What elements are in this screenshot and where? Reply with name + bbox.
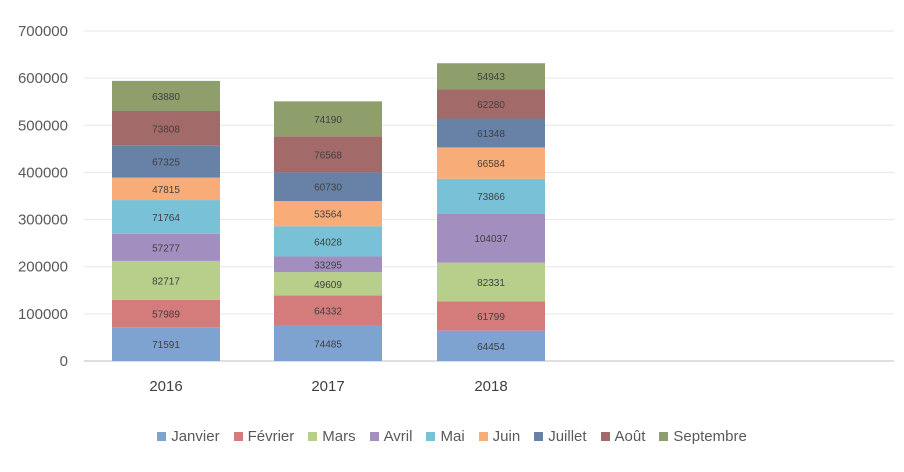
bar-segment-février-2018 [437, 301, 545, 331]
y-tick-label: 600000 [18, 70, 68, 87]
bar-segment-septembre-2016 [112, 80, 220, 112]
data-label: 57277 [152, 243, 180, 254]
data-label: 71591 [152, 340, 180, 351]
bar-segment-février-2016 [112, 299, 220, 328]
data-label: 64332 [314, 307, 342, 318]
bar-segment-juillet-2018 [437, 118, 545, 148]
legend-item-mars: Mars [308, 428, 356, 445]
legend-swatch [600, 432, 610, 441]
stacked-bar-chart: 0 100000 200000 300000 400000 500000 600000 700… [18, 23, 894, 395]
bar-segment-janvier-2018 [437, 330, 545, 361]
bar-segment-juin-2017 [274, 201, 382, 227]
bar-segment-mars-2018 [437, 262, 545, 302]
data-label: 47815 [152, 185, 180, 196]
y-tick-label: 100000 [18, 306, 68, 323]
x-tick-label: 2016 [149, 378, 182, 395]
bar-segment-juin-2018 [437, 147, 545, 179]
bar-segment-juillet-2016 [112, 145, 220, 178]
data-label: 61348 [477, 129, 505, 140]
bar-segment-juin-2016 [112, 177, 220, 201]
bar-segment-mai-2018 [437, 178, 545, 214]
bar-segment-mars-2017 [274, 272, 382, 296]
x-tick-label: 2017 [311, 378, 344, 395]
bar-segment-avril-2017 [274, 256, 382, 273]
legend-item-juillet: Juillet [534, 428, 587, 445]
legend-label: Juin [492, 428, 521, 445]
y-tick-label: 400000 [18, 164, 68, 181]
legend-swatch [534, 432, 544, 441]
bar-segment-juillet-2017 [274, 172, 382, 202]
bar-segment-janvier-2016 [112, 327, 220, 361]
data-label: 63880 [152, 92, 180, 103]
legend-swatch [426, 432, 436, 441]
legend-label: Mai [440, 428, 465, 445]
bar-segment-août-2016 [112, 111, 220, 146]
legend-swatch [369, 432, 379, 441]
data-label: 74190 [314, 115, 342, 126]
y-tick-label: 500000 [18, 117, 68, 134]
legend-label: Mars [322, 428, 356, 445]
legend-label: Juillet [548, 428, 587, 445]
data-label: 66584 [477, 159, 505, 170]
bar-segment-avril-2018 [437, 213, 545, 263]
data-label: 73866 [477, 192, 505, 203]
legend-swatch [308, 432, 318, 441]
data-label: 71764 [152, 213, 180, 224]
bar-segment-mai-2017 [274, 226, 382, 257]
y-axis: 0 100000 200000 300000 400000 500000 600000 700… [18, 23, 68, 370]
legend-swatch [659, 432, 669, 441]
legend-label: Février [247, 428, 295, 445]
data-label: 104037 [474, 234, 508, 245]
bar-segment-avril-2016 [112, 233, 220, 261]
y-tick-label: 700000 [18, 23, 68, 40]
data-label: 57989 [152, 310, 180, 321]
data-label: 67325 [152, 158, 180, 169]
y-tick-label: 300000 [18, 212, 68, 229]
legend-label: Septembre [673, 428, 747, 445]
data-label: 64454 [477, 342, 505, 353]
legend-label: Avril [383, 428, 413, 445]
bar-segment-septembre-2017 [274, 101, 382, 137]
data-label: 62280 [477, 100, 505, 111]
bar-segment-septembre-2018 [437, 63, 545, 90]
legend-swatch [157, 432, 167, 441]
data-label: 74485 [314, 339, 342, 350]
bar-segment-août-2017 [274, 136, 382, 173]
data-label: 53564 [314, 210, 342, 221]
data-label: 60730 [314, 183, 342, 194]
data-label: 82331 [477, 278, 505, 289]
bar-segment-janvier-2017 [274, 325, 382, 361]
data-label: 61799 [477, 312, 505, 323]
bar-segment-février-2017 [274, 295, 382, 326]
legend-swatch [478, 432, 488, 441]
legend-item-août: Août [600, 428, 646, 445]
legend-swatch [233, 432, 243, 441]
x-tick-label: 2018 [474, 378, 507, 395]
bars: 71591 57989 82717 57277 71764 47815 67325 73808… [112, 63, 545, 361]
data-label: 54943 [477, 72, 505, 83]
legend-item-février: Février [233, 428, 295, 445]
legend: Janvier Février Mars Avril Mai Juin Juillet Aoû… [0, 428, 904, 445]
legend-item-mai: Mai [426, 428, 465, 445]
data-label: 73808 [152, 124, 180, 135]
x-axis: 2016 2017 2018 [149, 378, 507, 395]
legend-item-septembre: Septembre [659, 428, 747, 445]
data-label: 64028 [314, 237, 342, 248]
data-label: 82717 [152, 276, 180, 287]
bar-segment-mai-2016 [112, 200, 220, 234]
bar-segment-août-2018 [437, 89, 545, 119]
legend-item-juin: Juin [478, 428, 521, 445]
legend-label: Août [614, 428, 646, 445]
data-label: 33295 [314, 260, 342, 271]
legend-item-janvier: Janvier [157, 428, 220, 445]
legend-item-avril: Avril [369, 428, 413, 445]
y-tick-label: 0 [60, 353, 68, 370]
legend-label: Janvier [171, 428, 220, 445]
y-tick-label: 200000 [18, 259, 68, 276]
bar-segment-mars-2016 [112, 260, 220, 300]
data-label: 49609 [314, 280, 342, 291]
data-label: 76568 [314, 150, 342, 161]
